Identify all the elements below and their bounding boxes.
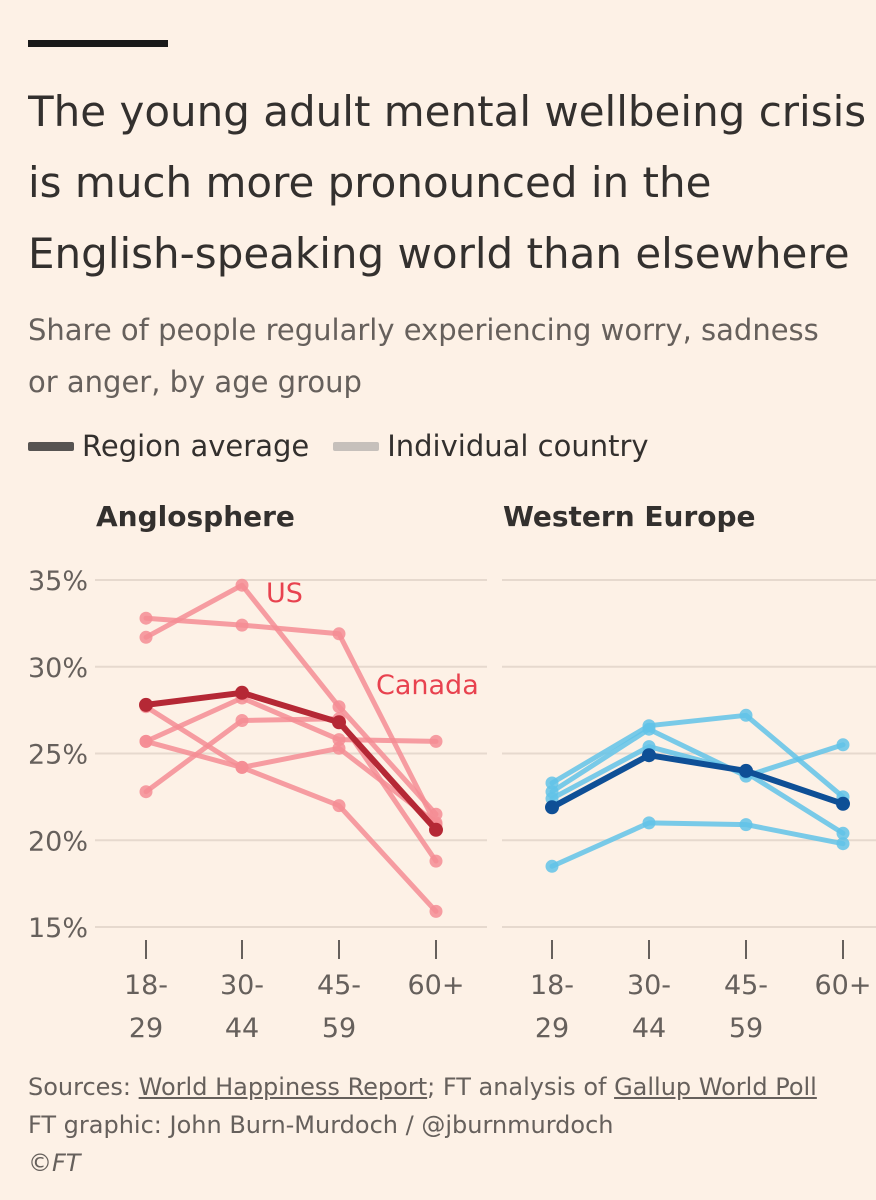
legend-item-region-average: Region average xyxy=(28,429,309,463)
x-tick-label-western-europe-0-0: 18- xyxy=(530,970,574,1001)
panel-title-anglosphere: Anglosphere xyxy=(96,500,295,533)
data-point-anglosphere-canada-0 xyxy=(139,611,153,625)
panel-title-western-europe: Western Europe xyxy=(503,500,756,533)
data-point-anglosphere-anglosphere-average-3 xyxy=(429,822,443,837)
copyright: ©FT xyxy=(28,1149,81,1177)
subtitle-line-2: or anger, by age group xyxy=(28,365,362,399)
title-line-1: The young adult mental wellbeing crisis xyxy=(28,87,867,136)
title-line-3: English-speaking world than elsewhere xyxy=(28,229,850,278)
legend: Region average Individual country xyxy=(28,424,673,468)
x-tick-label-anglosphere-0-1: 29 xyxy=(129,1013,163,1044)
x-tick-label-western-europe-1-0: 30- xyxy=(627,970,671,1001)
data-point-anglosphere-country-6-2 xyxy=(332,741,346,755)
y-tick-label-20: 20% xyxy=(28,826,88,857)
data-point-anglosphere-country-5-0 xyxy=(139,734,153,748)
series-line-western-europe-country-d xyxy=(549,820,846,869)
y-tick-label-15: 15% xyxy=(28,913,88,944)
series-label-us: US xyxy=(266,578,303,609)
x-tick-label-anglosphere-2-0: 45- xyxy=(317,970,361,1001)
data-point-western-europe-country-b-1 xyxy=(642,722,656,736)
x-tick-label-anglosphere-0-0: 18- xyxy=(124,970,168,1001)
data-point-anglosphere-anglosphere-average-2 xyxy=(332,715,346,730)
top-rule xyxy=(28,40,168,47)
legend-label-average: Region average xyxy=(82,429,310,463)
series-line-anglosphere-anglosphere-average xyxy=(143,689,439,833)
data-point-anglosphere-country-5-2 xyxy=(332,799,346,813)
source-link-world-happiness-report[interactable]: World Happiness Report xyxy=(138,1073,428,1101)
series-line-western-europe-western-europe-average xyxy=(549,752,846,811)
data-point-western-europe-western-europe-average-1 xyxy=(642,748,656,763)
data-point-anglosphere-country-5-3 xyxy=(429,904,443,918)
series-label-canada: Canada xyxy=(376,670,479,701)
data-point-anglosphere-canada-1 xyxy=(235,618,249,632)
data-point-anglosphere-country-6-1 xyxy=(235,760,249,774)
y-tick-label-35: 35% xyxy=(28,566,88,597)
data-point-anglosphere-us-2 xyxy=(332,700,346,714)
data-point-anglosphere-country-4-0 xyxy=(139,785,153,799)
x-tick-label-anglosphere-2-1: 59 xyxy=(322,1013,356,1044)
legend-item-individual-country: Individual country xyxy=(333,429,649,463)
data-point-western-europe-country-d-1 xyxy=(642,816,656,830)
x-tick-label-anglosphere-3-0: 60+ xyxy=(408,970,465,1001)
y-tick-label-30: 30% xyxy=(28,653,88,684)
legend-swatch-average xyxy=(28,441,74,451)
data-point-anglosphere-anglosphere-average-0 xyxy=(139,697,153,712)
data-point-western-europe-western-europe-average-0 xyxy=(545,800,559,815)
series-line-western-europe-country-b xyxy=(549,726,846,795)
data-point-western-europe-western-europe-average-3 xyxy=(836,796,850,811)
sources-block: Sources: World Happiness Report; FT anal… xyxy=(28,1068,876,1182)
legend-label-country: Individual country xyxy=(387,429,649,463)
data-point-anglosphere-canada-2 xyxy=(332,627,346,641)
series-line-anglosphere-country-5 xyxy=(143,738,439,914)
x-tick-label-western-europe-1-1: 44 xyxy=(632,1013,666,1044)
data-point-anglosphere-us-1 xyxy=(235,578,249,592)
sources-line: Sources: World Happiness Report; FT anal… xyxy=(28,1068,876,1106)
title-line-2: is much more pronounced in the xyxy=(28,158,712,207)
x-tick-label-anglosphere-1-0: 30- xyxy=(220,970,264,1001)
chart-subtitle: Share of people regularly experiencing w… xyxy=(28,304,876,408)
data-point-anglosphere-country-4-3 xyxy=(429,854,443,868)
data-point-western-europe-country-b-3 xyxy=(836,738,850,752)
data-point-western-europe-country-a-2 xyxy=(739,708,753,722)
x-tick-label-western-europe-2-1: 59 xyxy=(729,1013,763,1044)
series-line-western-europe-country-a xyxy=(549,712,846,800)
series-line-anglosphere-country-6 xyxy=(143,704,439,826)
x-tick-label-western-europe-0-1: 29 xyxy=(535,1013,569,1044)
data-point-anglosphere-us-0 xyxy=(139,630,153,644)
line-chart: Anglosphere 15% 20% 25% 30% 35% 18- 29 30- 44 45- 5… xyxy=(28,500,876,1044)
series-line-anglosphere-canada xyxy=(143,615,439,828)
source-link-gallup-world-poll[interactable]: Gallup World Poll xyxy=(614,1073,817,1101)
data-point-western-europe-country-c-3 xyxy=(836,826,850,840)
sources-prefix: Sources: xyxy=(28,1073,139,1101)
sources-middle: ; FT analysis of xyxy=(427,1073,615,1101)
data-point-anglosphere-country-4-1 xyxy=(235,714,249,727)
legend-swatch-country xyxy=(333,441,380,451)
graphic-credit: FT graphic: John Burn-Murdoch / @jburnmu… xyxy=(28,1111,614,1139)
y-tick-label-25: 25% xyxy=(28,740,88,771)
series-line-western-europe-country-c xyxy=(549,744,846,836)
data-point-anglosphere-anglosphere-average-1 xyxy=(235,685,249,700)
x-tick-label-anglosphere-1-1: 44 xyxy=(225,1013,259,1044)
x-tick-label-western-europe-2-0: 45- xyxy=(724,970,768,1001)
data-point-western-europe-western-europe-average-2 xyxy=(739,763,753,778)
data-point-western-europe-country-d-3 xyxy=(836,837,850,851)
data-point-anglosphere-country-3-3 xyxy=(429,734,443,748)
subtitle-line-1: Share of people regularly experiencing w… xyxy=(28,313,819,347)
chart-title: The young adult mental wellbeing crisis … xyxy=(28,76,876,289)
data-point-western-europe-country-d-0 xyxy=(545,859,559,873)
data-point-western-europe-country-d-2 xyxy=(739,818,753,832)
x-tick-label-western-europe-3-0: 60+ xyxy=(815,970,872,1001)
series-line-anglosphere-us xyxy=(143,582,439,817)
